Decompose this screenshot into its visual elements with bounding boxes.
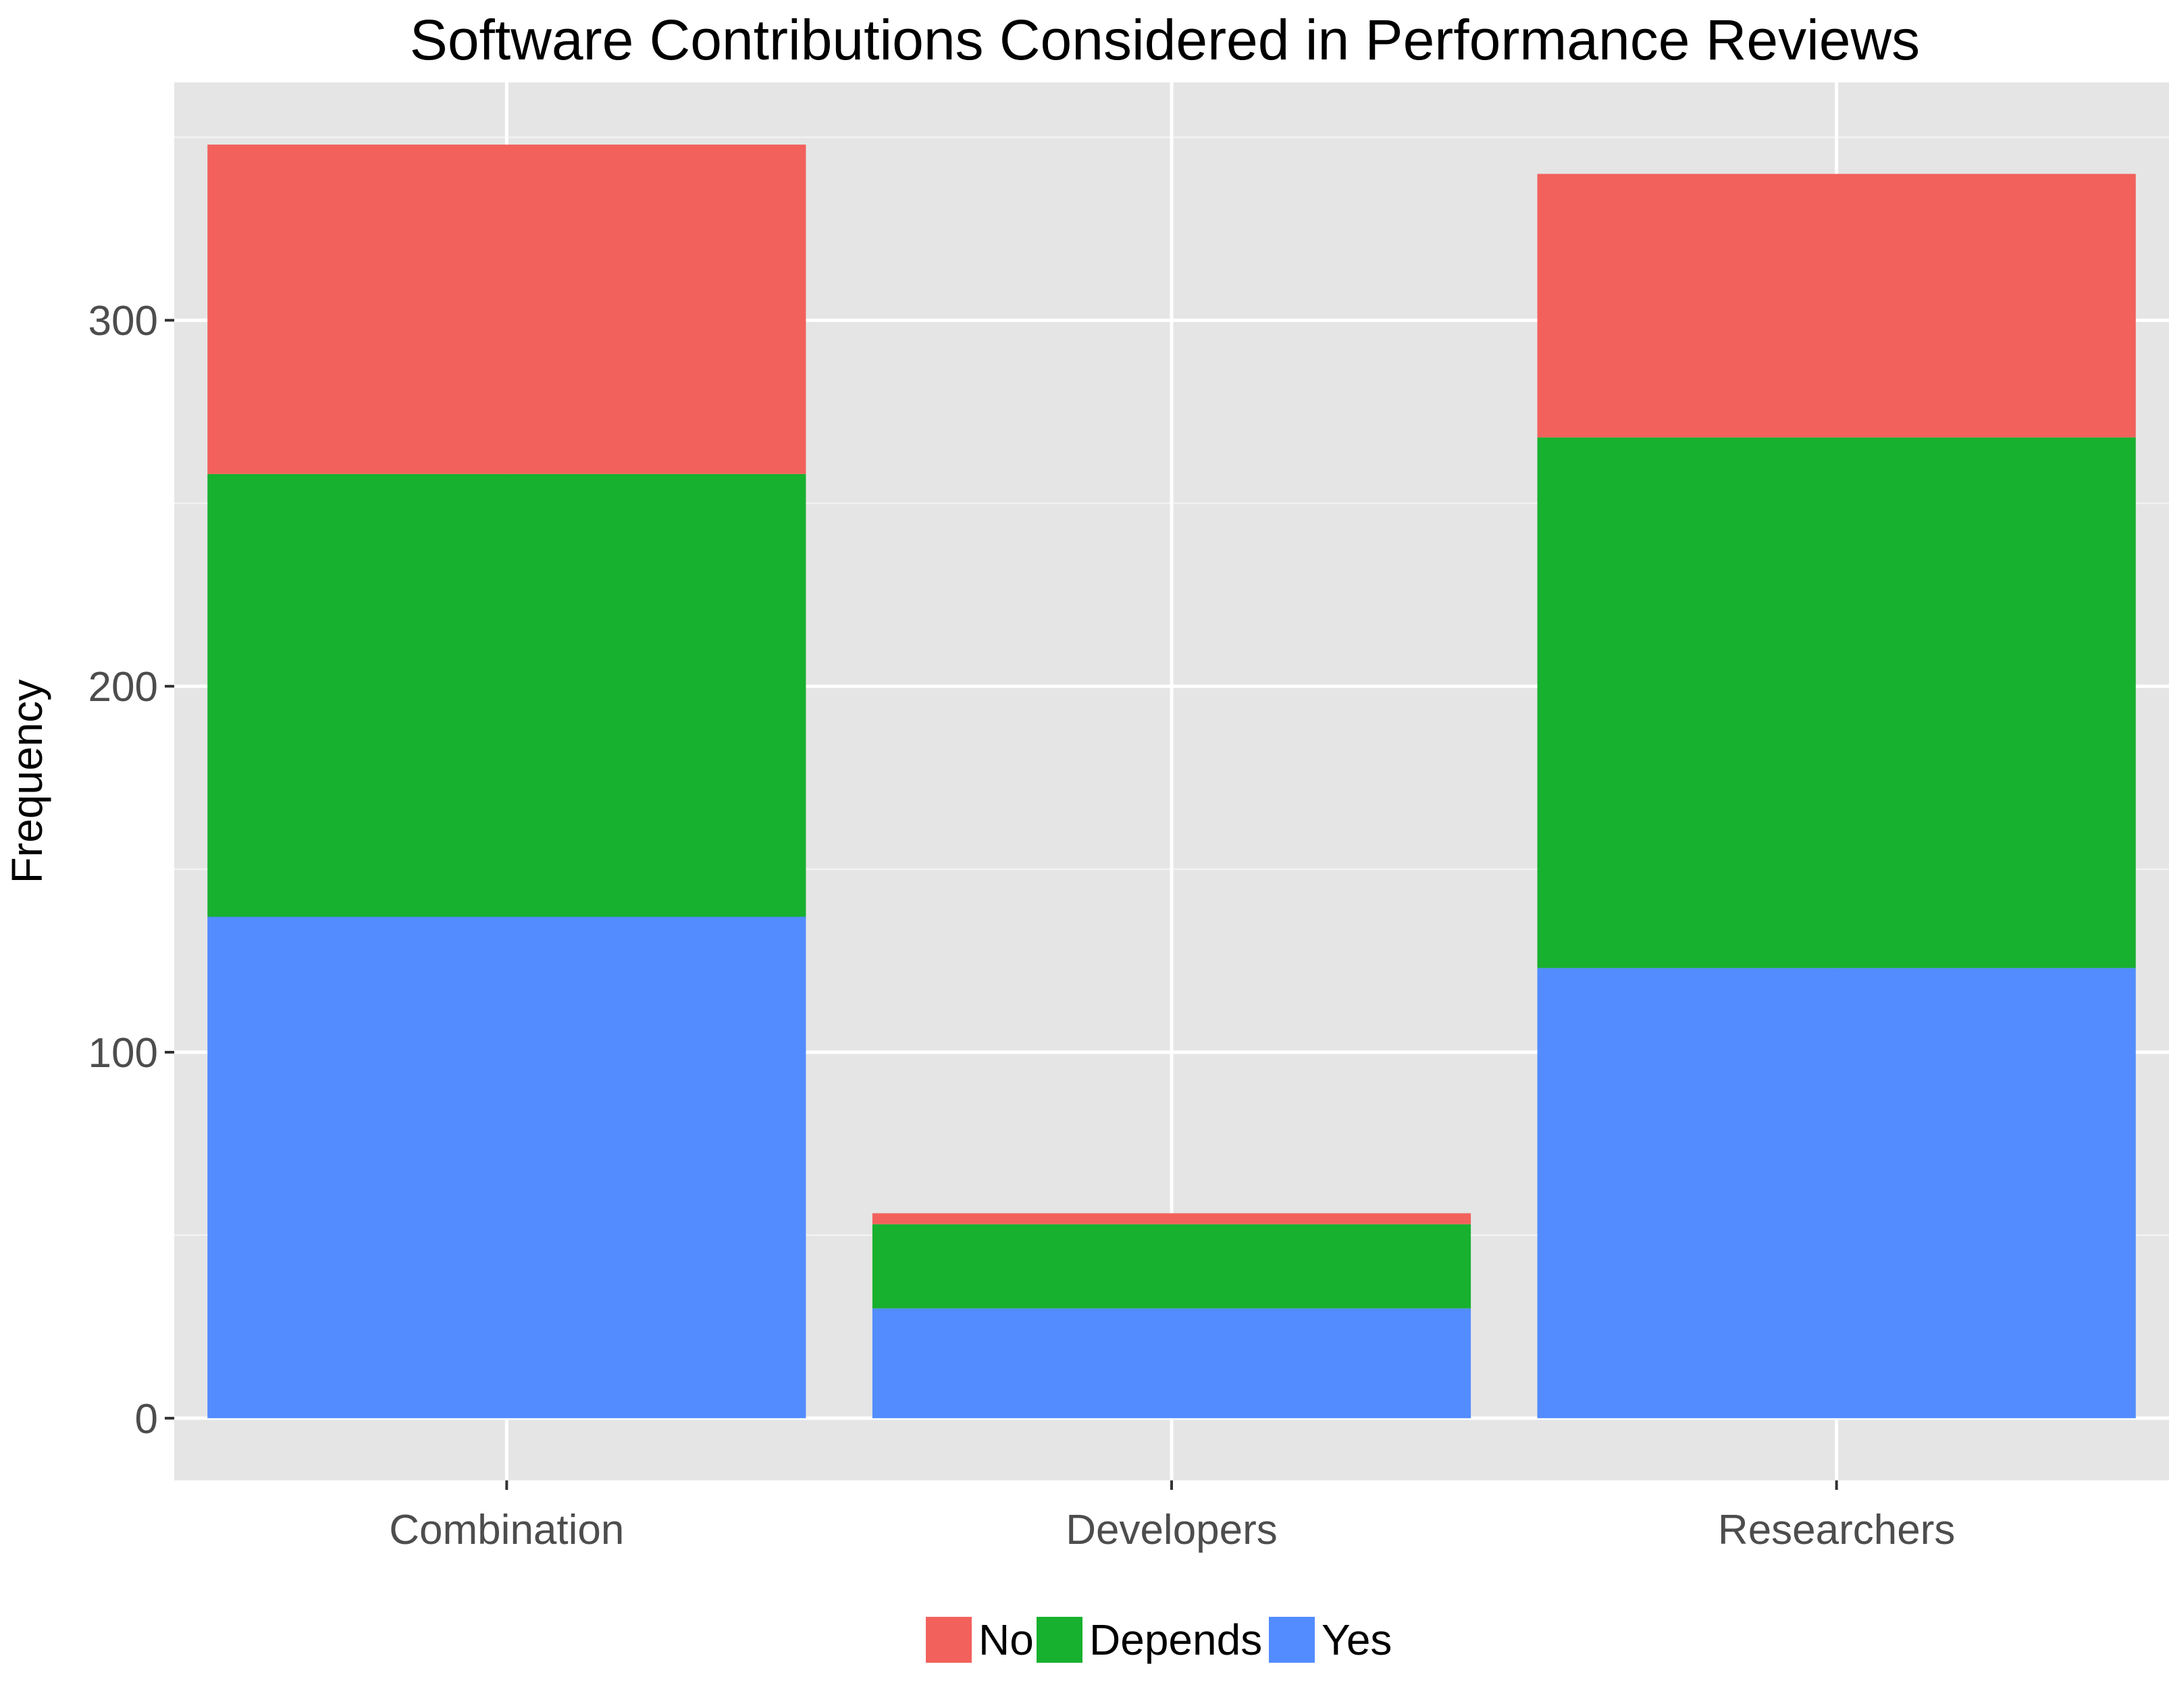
legend-key-no	[926, 1617, 972, 1663]
bars	[207, 145, 2136, 1418]
legend-key-yes	[1269, 1617, 1315, 1663]
legend: No Depends Yes	[926, 1615, 1392, 1664]
legend-label-yes: Yes	[1322, 1615, 1392, 1664]
bar-no-researchers	[1537, 174, 2136, 438]
y-axis-label: Frequency	[3, 679, 51, 883]
y-tick-label: 100	[88, 1030, 158, 1077]
chart-title: Software Contributions Considered in Per…	[410, 8, 1920, 72]
x-tick-label: Combination	[389, 1507, 624, 1553]
y-tick-label: 0	[135, 1396, 158, 1443]
bar-depends-researchers	[1537, 437, 2136, 968]
bar-depends-developers	[872, 1224, 1471, 1309]
x-tick-label: Researchers	[1718, 1507, 1955, 1553]
legend-label-no: No	[978, 1615, 1034, 1664]
x-axis: Combination Developers Researchers	[389, 1480, 1955, 1553]
x-tick-label: Developers	[1066, 1507, 1278, 1553]
bar-yes-combination	[207, 916, 806, 1418]
legend-label-depends: Depends	[1089, 1615, 1262, 1664]
bar-no-combination	[207, 145, 806, 474]
y-tick-label: 300	[88, 298, 158, 344]
y-axis: 0 100 200 300	[88, 298, 174, 1443]
bar-yes-researchers	[1537, 968, 2136, 1418]
bar-yes-developers	[872, 1308, 1471, 1418]
legend-key-depends	[1037, 1617, 1082, 1663]
y-tick-label: 200	[88, 664, 158, 710]
bar-depends-combination	[207, 473, 806, 917]
bar-no-developers	[872, 1213, 1471, 1224]
